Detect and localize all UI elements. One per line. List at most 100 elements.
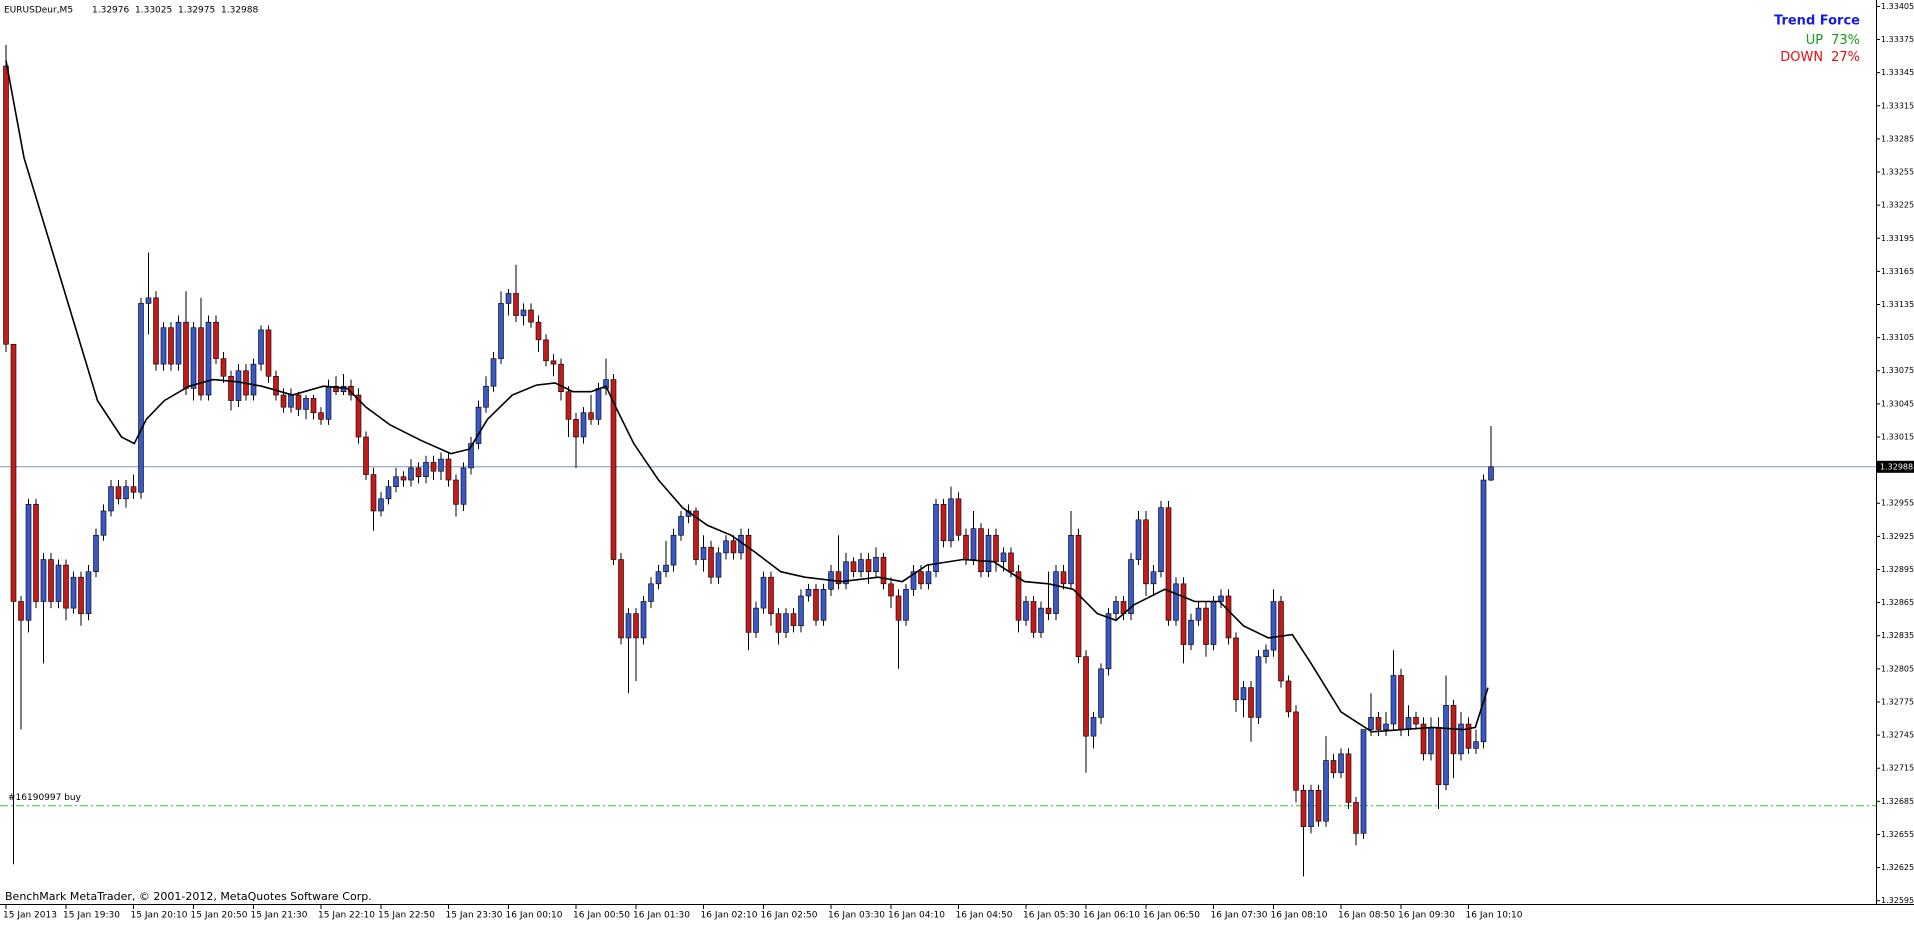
y-tick-label: 1.32655 xyxy=(1881,830,1914,839)
candle-body xyxy=(483,385,489,408)
candle-body xyxy=(895,595,902,621)
x-tick-label: 15 Jan 2013 xyxy=(3,911,57,921)
candle-body xyxy=(880,557,887,585)
x-tick-label: 16 Jan 10:10 xyxy=(1466,911,1523,921)
candle-body xyxy=(258,329,264,365)
x-tick-label: 16 Jan 03:30 xyxy=(828,911,885,921)
candle-body xyxy=(1015,571,1022,621)
candle-body xyxy=(10,343,17,602)
candle-body xyxy=(1435,727,1442,786)
candle-body xyxy=(813,589,819,621)
candle-body xyxy=(805,589,812,597)
x-tick-label: 16 Jan 04:10 xyxy=(888,911,945,921)
candle-body xyxy=(100,510,107,536)
y-tick-label: 1.33315 xyxy=(1881,101,1914,110)
candle-body xyxy=(850,561,857,572)
candle-body xyxy=(1233,637,1239,701)
candle-body xyxy=(123,486,129,500)
candle-body xyxy=(775,613,782,633)
candle-body xyxy=(325,385,332,420)
candle-body xyxy=(1008,552,1014,572)
candle-body xyxy=(490,358,497,387)
candle-body xyxy=(175,321,182,365)
candle-body xyxy=(580,412,587,438)
last-open: 1.32976 xyxy=(92,6,129,16)
y-tick-label: 1.32625 xyxy=(1881,863,1914,872)
candle-body xyxy=(295,394,302,410)
candle-body xyxy=(1315,789,1322,822)
candle-body xyxy=(138,303,144,493)
candle-body xyxy=(205,321,212,396)
candle-body xyxy=(1390,675,1397,725)
x-tick-label: 16 Jan 00:10 xyxy=(506,911,563,921)
candle-body xyxy=(858,559,864,572)
candle-body xyxy=(1173,583,1179,621)
candle-body xyxy=(1000,552,1007,563)
candle-body xyxy=(1068,534,1074,585)
candle-body xyxy=(408,467,414,481)
candle-body xyxy=(265,329,272,377)
candle-body xyxy=(48,559,54,602)
candle-body xyxy=(1240,687,1247,701)
candle-body xyxy=(55,564,62,602)
candle-body xyxy=(393,476,399,487)
candle-body xyxy=(1030,601,1037,633)
candle-body xyxy=(1330,760,1337,773)
candle-body xyxy=(1263,649,1269,657)
candle-body xyxy=(1323,760,1329,822)
candle-body xyxy=(318,412,324,420)
last-close: 1.32988 xyxy=(221,6,258,16)
trend-force-title: Trend Force xyxy=(1774,14,1860,29)
candle-body xyxy=(970,528,977,560)
y-tick-label: 1.32745 xyxy=(1881,731,1914,740)
last-low: 1.32975 xyxy=(178,6,215,16)
x-tick-label: 15 Jan 22:10 xyxy=(318,911,375,921)
candle-body xyxy=(1180,583,1187,645)
y-tick-label: 1.33195 xyxy=(1881,234,1914,243)
candle-body xyxy=(1188,619,1194,645)
candle-body xyxy=(1045,607,1052,614)
candle-body xyxy=(925,571,932,585)
candle-body xyxy=(363,436,369,475)
x-tick-label: 16 Jan 02:50 xyxy=(761,911,818,921)
y-tick-label: 1.33045 xyxy=(1881,399,1914,408)
x-tick-label: 16 Jan 05:30 xyxy=(1023,911,1080,921)
candle-body xyxy=(903,589,909,621)
x-tick-label: 16 Jan 08:50 xyxy=(1338,911,1395,921)
candle-body xyxy=(145,297,152,304)
candle-body xyxy=(558,363,564,393)
candle-body xyxy=(663,564,669,572)
candle-body xyxy=(550,360,557,365)
x-tick-label: 16 Jan 02:10 xyxy=(701,911,758,921)
candle-body xyxy=(963,534,969,560)
candle-body xyxy=(18,601,24,621)
candle-body xyxy=(783,613,789,633)
candle-body xyxy=(588,412,594,420)
candle-body xyxy=(760,576,767,609)
trend-force-up: UP 73% xyxy=(1806,33,1860,48)
down-value: 27% xyxy=(1831,50,1860,65)
candle-body xyxy=(1195,607,1202,621)
x-tick-label: 15 Jan 23:30 xyxy=(446,911,503,921)
y-tick-label: 1.33165 xyxy=(1881,267,1914,276)
last-high: 1.33025 xyxy=(135,6,172,16)
candle-body xyxy=(610,379,617,560)
candle-body xyxy=(513,293,519,316)
candle-body xyxy=(190,327,197,389)
candle-body xyxy=(273,375,279,396)
candle-body xyxy=(1203,607,1209,645)
candle-body xyxy=(378,498,384,512)
candle-body xyxy=(745,534,752,633)
candle-body xyxy=(498,303,504,359)
up-label: UP xyxy=(1806,33,1824,48)
candle-body xyxy=(70,576,77,609)
footer: BenchMark MetaTrader, © 2001-2012, MetaQ… xyxy=(5,890,372,903)
candle-body xyxy=(603,379,609,389)
candle-body xyxy=(250,363,257,396)
x-tick-label: 16 Jan 00:50 xyxy=(573,911,630,921)
candle-body xyxy=(1113,601,1119,614)
y-tick-label: 1.33285 xyxy=(1881,134,1914,143)
candle-body xyxy=(948,498,954,542)
candle-body xyxy=(460,467,467,505)
